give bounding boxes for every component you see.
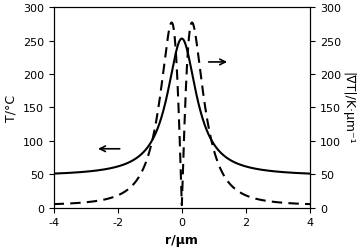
Y-axis label: |∇T|/K·μm⁻¹: |∇T|/K·μm⁻¹ <box>342 72 355 144</box>
Y-axis label: T/°C: T/°C <box>4 94 17 122</box>
X-axis label: r/μm: r/μm <box>165 233 198 246</box>
